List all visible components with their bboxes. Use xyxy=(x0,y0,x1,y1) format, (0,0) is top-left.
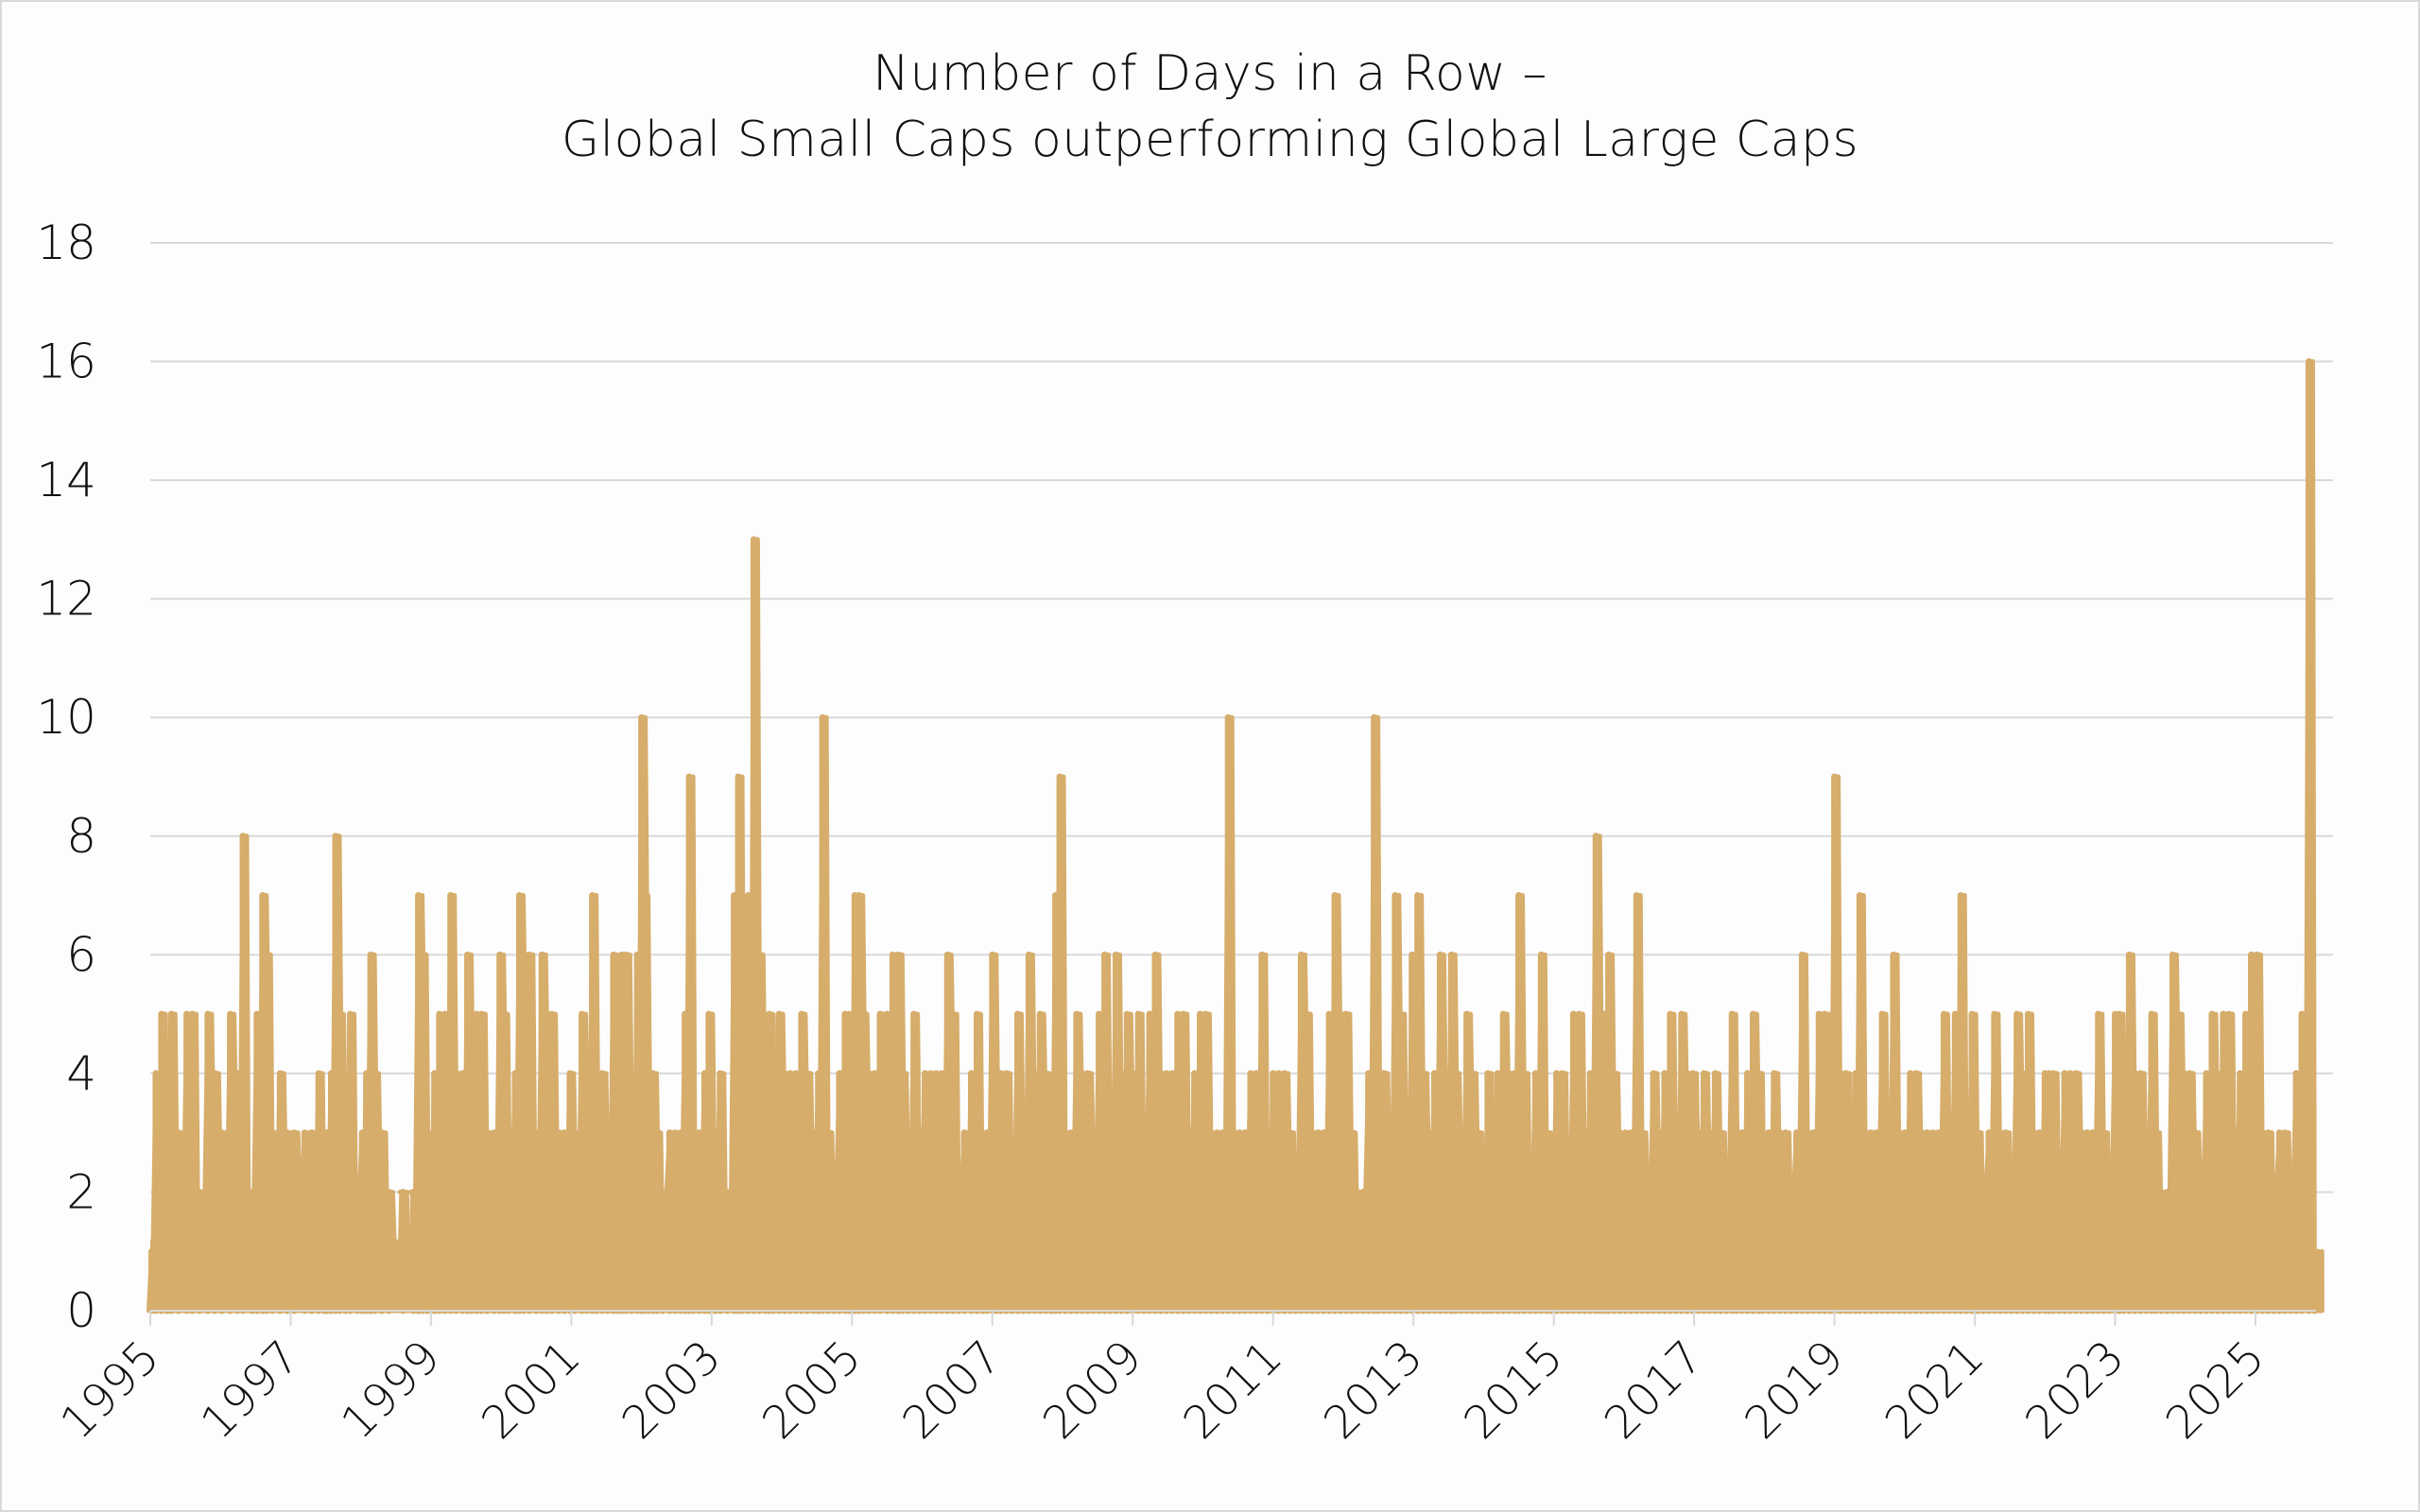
x-tick-label: 1999 xyxy=(331,1331,450,1450)
x-tick-label: 2019 xyxy=(1735,1331,1854,1450)
x-tick-label: 2001 xyxy=(472,1331,591,1450)
x-tick-label: 2011 xyxy=(1173,1331,1292,1450)
x-tick-label: 2015 xyxy=(1454,1331,1573,1450)
x-tick-label: 2013 xyxy=(1314,1331,1433,1450)
y-tick-label: 4 xyxy=(66,1046,96,1101)
y-tick-label: 12 xyxy=(36,572,96,627)
y-tick-label: 2 xyxy=(66,1164,96,1219)
y-tick-label: 14 xyxy=(36,453,96,507)
y-tick-label: 0 xyxy=(66,1283,96,1338)
y-axis: 0 2 4 6 8 10 12 14 16 18 xyxy=(36,215,96,1338)
x-tick-label: 2017 xyxy=(1595,1331,1714,1450)
y-tick-label: 6 xyxy=(66,927,96,982)
chart-subtitle: Global Small Caps outperforming Global L… xyxy=(561,112,1859,168)
y-tick-label: 18 xyxy=(36,215,96,270)
data-series xyxy=(146,358,2325,1314)
x-tick-label: 2009 xyxy=(1033,1331,1152,1450)
y-tick-label: 8 xyxy=(66,809,96,864)
x-tick-label: 2003 xyxy=(612,1331,731,1450)
x-tick-label: 1995 xyxy=(51,1331,170,1450)
x-tick-label: 2005 xyxy=(752,1331,872,1450)
y-tick-label: 16 xyxy=(36,335,96,389)
x-tick-label: 2023 xyxy=(2015,1331,2135,1450)
series-base xyxy=(150,1239,2316,1311)
x-tick-label: 2025 xyxy=(2156,1331,2275,1450)
x-tick-label: 2021 xyxy=(1876,1331,1995,1450)
y-tick-label: 10 xyxy=(36,690,96,745)
x-tick-label: 1997 xyxy=(191,1331,310,1450)
chart-title: Number of Days in a Row – xyxy=(873,45,1547,102)
x-tick-label: 2007 xyxy=(892,1331,1011,1450)
x-axis: 1995 1997 1999 2001 2003 2005 2007 2009 2011 2013… xyxy=(51,1310,2316,1450)
